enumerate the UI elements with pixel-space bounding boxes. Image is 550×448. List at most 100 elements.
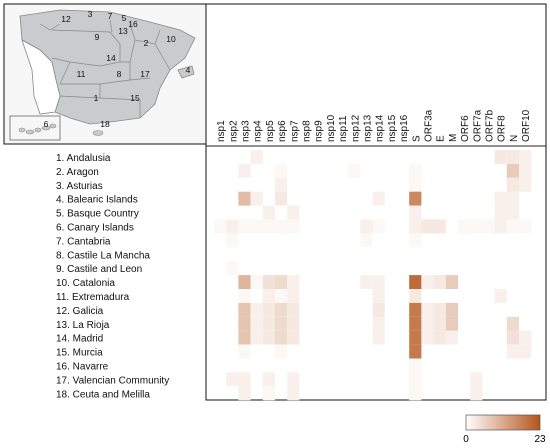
heatmap-cell [519, 330, 532, 345]
heatmap-cell [421, 330, 434, 345]
heatmap-cell [372, 316, 385, 331]
heatmap-cell [506, 163, 519, 178]
heatmap-cell [458, 219, 471, 234]
map-region-number: 15 [130, 93, 140, 103]
column-label: ORF8 [497, 115, 508, 142]
heatmap-cell [470, 386, 483, 401]
heatmap-cell [238, 316, 251, 331]
heatmap-cell [421, 316, 434, 331]
column-label: ORF10 [521, 109, 532, 142]
heatmap-cell [262, 289, 275, 303]
heatmap-cell [250, 219, 263, 234]
heatmap-cell [262, 205, 275, 220]
heatmap-cell [409, 372, 422, 387]
heatmap-cell [482, 219, 495, 234]
heatmap-cell [262, 330, 275, 345]
row-labels: 1. Andalusia 2. Aragon 3. Asturias 4. Balea… [56, 153, 169, 400]
heatmap-cell [372, 302, 385, 317]
row-label: 8. Castile La Mancha [56, 250, 150, 261]
heatmap-cell [275, 289, 288, 303]
column-label: nsp1 [216, 120, 227, 142]
column-label: nsp8 [302, 120, 313, 142]
heatmap-cell [506, 344, 519, 359]
heatmap-cell [409, 316, 422, 331]
heatmap-cell [506, 191, 519, 206]
column-label: ORF6 [460, 115, 471, 142]
heatmap-cell [433, 316, 446, 331]
heatmap-cell [250, 275, 263, 289]
column-label: E [436, 135, 447, 142]
heatmap-cell [226, 261, 239, 276]
heatmap-cell [262, 372, 275, 387]
heatmap-cell [409, 358, 422, 373]
heatmap-cell [494, 191, 507, 206]
heatmap-cell [360, 275, 373, 289]
heatmap-cell [494, 150, 507, 164]
heatmap-cell [250, 316, 263, 331]
heatmap-cell [275, 330, 288, 345]
map-region-number: 12 [61, 14, 71, 24]
map-region-number: 16 [128, 19, 138, 29]
column-label: nsp5 [265, 120, 276, 142]
heatmap-cell [519, 219, 532, 234]
heatmap-cell [421, 219, 434, 234]
map-region-number: 3 [88, 9, 93, 19]
column-label: M [448, 134, 459, 142]
column-label: nsp2 [228, 120, 239, 142]
heatmap-cell [262, 386, 275, 401]
heatmap-cell [250, 191, 263, 206]
heatmap-cell [506, 205, 519, 220]
map-region-number: 4 [186, 65, 191, 75]
map-region-number: 13 [118, 26, 128, 36]
row-label: 6. Canary Islands [56, 222, 134, 233]
row-label: 10. Catalonia [56, 278, 115, 289]
heatmap-cell [433, 275, 446, 289]
column-label: nsp4 [253, 120, 264, 142]
row-label: 4. Balearic Islands [56, 195, 138, 206]
heatmap-cell [275, 163, 288, 178]
heatmap-cell [226, 219, 239, 234]
heatmap-cell [519, 177, 532, 192]
row-label: 13. La Rioja [56, 320, 110, 331]
heatmap-cell [262, 275, 275, 289]
column-label: ORF3a [424, 109, 435, 142]
balearic-islands-shape [177, 65, 195, 79]
heatmap-cell [409, 219, 422, 234]
heatmap-cell [226, 233, 239, 248]
row-label: 14. Madrid [56, 334, 103, 345]
map-region-number: 11 [77, 69, 86, 79]
heatmap-cell [262, 316, 275, 331]
heatmap-cell [519, 163, 532, 178]
heatmap-cell [433, 330, 446, 345]
heatmap-cell [470, 372, 483, 387]
heatmap-cell [287, 275, 300, 289]
row-label: 1. Andalusia [56, 153, 111, 164]
heatmap-cell [409, 205, 422, 220]
column-label: nsp7 [289, 120, 300, 142]
map-region-number: 18 [100, 119, 110, 129]
row-label: 3. Asturias [56, 181, 103, 192]
heatmap-cell [409, 275, 422, 289]
heatmap-cell [445, 275, 458, 289]
heatmap-cell [348, 163, 361, 178]
column-label: nsp16 [399, 114, 410, 142]
heatmap-cell [409, 289, 422, 303]
heatmap-cell [238, 289, 251, 303]
heatmap-cells [214, 150, 532, 401]
heatmap-cell [262, 219, 275, 234]
heatmap-cell [494, 219, 507, 234]
column-label: ORF7b [485, 109, 496, 142]
heatmap-cell [275, 219, 288, 234]
heatmap-cell [506, 316, 519, 331]
colorbar-min-label: 0 [463, 434, 469, 445]
heatmap-cell [226, 372, 239, 387]
heatmap-cell [287, 289, 300, 303]
map-region-number: 1 [94, 93, 99, 103]
row-label: 12. Galicia [56, 306, 104, 317]
column-label: nsp9 [314, 120, 325, 142]
heatmap-cell [445, 330, 458, 345]
heatmap-cell [470, 219, 483, 234]
heatmap-cell [506, 330, 519, 345]
